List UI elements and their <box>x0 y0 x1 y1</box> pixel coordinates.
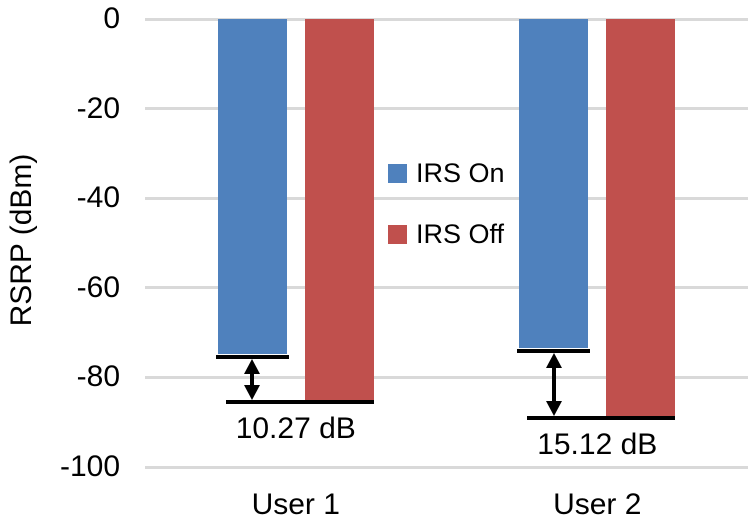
gridline--60 <box>145 286 748 290</box>
legend-entry-irs-on: IRS On <box>388 158 505 189</box>
annotation-top-line-user1 <box>215 355 289 360</box>
legend-entry-irs-off: IRS Off <box>388 219 504 250</box>
double-arrow-icon-user2 <box>545 353 562 416</box>
y-tick-label-0: 0 <box>103 2 120 35</box>
bar-user-1-irs-off <box>304 19 374 401</box>
y-tick-label--60: -60 <box>76 270 120 304</box>
y-axis-title: RSRP (dBm) <box>5 153 38 327</box>
arrow-shaft <box>250 363 255 397</box>
bar-user-1-irs-on <box>217 19 287 355</box>
gridline--40 <box>145 196 748 200</box>
gridline--80 <box>145 375 748 379</box>
annotation-bottom-line-user2 <box>527 416 676 421</box>
y-tick-label--20: -20 <box>76 91 120 125</box>
gridline--100 <box>145 465 748 469</box>
irs-on-legend-label: IRS On <box>416 158 505 188</box>
y-tick-label--40: -40 <box>76 181 120 215</box>
annotation-bottom-line-user1 <box>225 400 374 405</box>
bar-user-2-irs-on <box>519 19 589 349</box>
annotation-top-line-user2 <box>517 349 591 354</box>
x-axis-label-user1: User 1 <box>251 488 340 521</box>
double-arrow-icon-user1 <box>244 359 261 401</box>
y-tick-label--100: -100 <box>59 450 120 483</box>
gain-label-user2: 15.12 dB <box>537 428 658 462</box>
irs-off-legend-label: IRS Off <box>416 219 505 249</box>
arrow-down-head-icon <box>244 385 261 401</box>
arrow-down-head-icon <box>545 401 562 416</box>
y-tick-label--80: -80 <box>76 360 120 394</box>
bar-user-2-irs-off <box>606 19 676 417</box>
irs-on-swatch <box>388 164 407 183</box>
gain-label-user1: 10.27 dB <box>235 412 356 446</box>
gridline-0 <box>145 17 748 21</box>
arrow-shaft <box>551 357 556 412</box>
irs-off-swatch <box>388 225 407 244</box>
x-axis-label-user2: User 2 <box>553 488 642 521</box>
gridline--20 <box>145 107 748 111</box>
